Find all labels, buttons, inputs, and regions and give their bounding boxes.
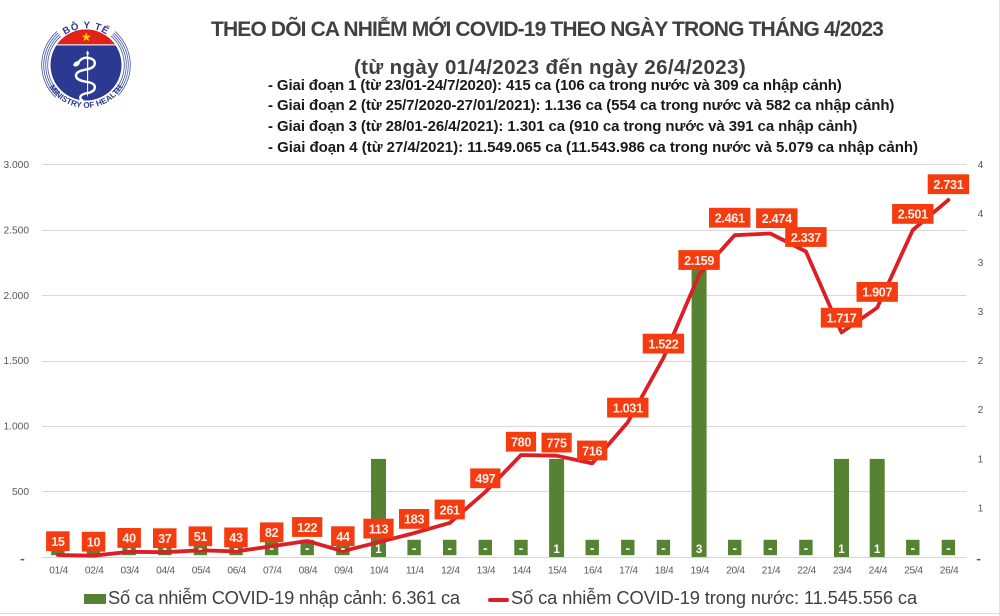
svg-text:497: 497 xyxy=(475,472,495,486)
svg-text:43: 43 xyxy=(229,531,243,545)
svg-text:24/4: 24/4 xyxy=(869,565,888,576)
svg-text:775: 775 xyxy=(547,436,567,450)
svg-text:2: 2 xyxy=(978,356,984,367)
svg-text:05/4: 05/4 xyxy=(192,565,211,576)
svg-text:4: 4 xyxy=(978,160,984,171)
svg-text:13/4: 13/4 xyxy=(477,565,496,576)
svg-text:17/4: 17/4 xyxy=(619,565,638,576)
svg-text:15/4: 15/4 xyxy=(548,565,567,576)
svg-text:08/4: 08/4 xyxy=(299,565,318,576)
svg-text:1.000: 1.000 xyxy=(4,422,30,433)
svg-text:1: 1 xyxy=(553,544,560,556)
svg-text:09/4: 09/4 xyxy=(334,565,353,576)
svg-text:2: 2 xyxy=(978,405,984,416)
svg-text:113: 113 xyxy=(369,522,389,536)
svg-text:1.031: 1.031 xyxy=(613,401,643,415)
svg-text:3: 3 xyxy=(696,544,702,556)
svg-text:3.000: 3.000 xyxy=(4,160,30,171)
svg-text:16/4: 16/4 xyxy=(584,565,603,576)
svg-text:10: 10 xyxy=(87,536,101,550)
svg-text:2.474: 2.474 xyxy=(762,212,792,226)
svg-text:1.500: 1.500 xyxy=(4,356,30,367)
svg-text:15: 15 xyxy=(51,535,65,549)
svg-text:2.000: 2.000 xyxy=(4,291,30,302)
svg-text:183: 183 xyxy=(404,513,424,527)
svg-text:19/4: 19/4 xyxy=(690,565,709,576)
svg-text:261: 261 xyxy=(440,503,460,517)
svg-text:1: 1 xyxy=(978,503,984,514)
svg-text:44: 44 xyxy=(336,530,350,544)
svg-text:2.159: 2.159 xyxy=(684,254,714,268)
svg-text:10/4: 10/4 xyxy=(370,565,389,576)
svg-text:1: 1 xyxy=(375,544,382,556)
svg-text:14/4: 14/4 xyxy=(512,565,531,576)
svg-text:BỘ Y TẾ: BỘ Y TẾ xyxy=(61,20,111,37)
svg-text:716: 716 xyxy=(582,444,602,458)
svg-text:01/4: 01/4 xyxy=(49,565,68,576)
svg-text:22/4: 22/4 xyxy=(797,565,816,576)
svg-text:4: 4 xyxy=(978,209,984,220)
svg-text:26/4: 26/4 xyxy=(940,565,959,576)
svg-text:11/4: 11/4 xyxy=(406,565,425,576)
svg-text:03/4: 03/4 xyxy=(120,565,139,576)
svg-text:500: 500 xyxy=(12,487,29,498)
svg-text:82: 82 xyxy=(265,526,279,540)
svg-text:23/4: 23/4 xyxy=(833,565,852,576)
svg-text:51: 51 xyxy=(194,530,208,544)
svg-text:25/4: 25/4 xyxy=(904,565,923,576)
svg-text:2.501: 2.501 xyxy=(898,208,928,222)
svg-text:2.500: 2.500 xyxy=(4,225,30,236)
svg-text:06/4: 06/4 xyxy=(227,565,246,576)
svg-text:18/4: 18/4 xyxy=(655,565,674,576)
svg-text:04/4: 04/4 xyxy=(156,565,175,576)
svg-text:20/4: 20/4 xyxy=(726,565,745,576)
svg-text:02/4: 02/4 xyxy=(85,565,104,576)
svg-text:12/4: 12/4 xyxy=(441,565,460,576)
svg-text:780: 780 xyxy=(511,436,531,450)
svg-text:1: 1 xyxy=(874,544,881,556)
svg-text:1.717: 1.717 xyxy=(826,312,856,326)
svg-text:1: 1 xyxy=(838,544,845,556)
svg-text:2.461: 2.461 xyxy=(715,212,745,226)
svg-text:07/4: 07/4 xyxy=(263,565,282,576)
svg-text:2.337: 2.337 xyxy=(791,231,821,245)
svg-text:21/4: 21/4 xyxy=(762,565,781,576)
svg-text:37: 37 xyxy=(158,532,172,546)
svg-text:2.731: 2.731 xyxy=(933,178,963,192)
svg-text:122: 122 xyxy=(297,521,317,535)
svg-text:1.907: 1.907 xyxy=(862,286,892,300)
svg-text:3: 3 xyxy=(978,258,984,269)
svg-text:3: 3 xyxy=(978,307,984,318)
svg-text:1.522: 1.522 xyxy=(648,337,678,351)
svg-text:40: 40 xyxy=(122,532,136,546)
svg-text:1: 1 xyxy=(978,454,984,465)
